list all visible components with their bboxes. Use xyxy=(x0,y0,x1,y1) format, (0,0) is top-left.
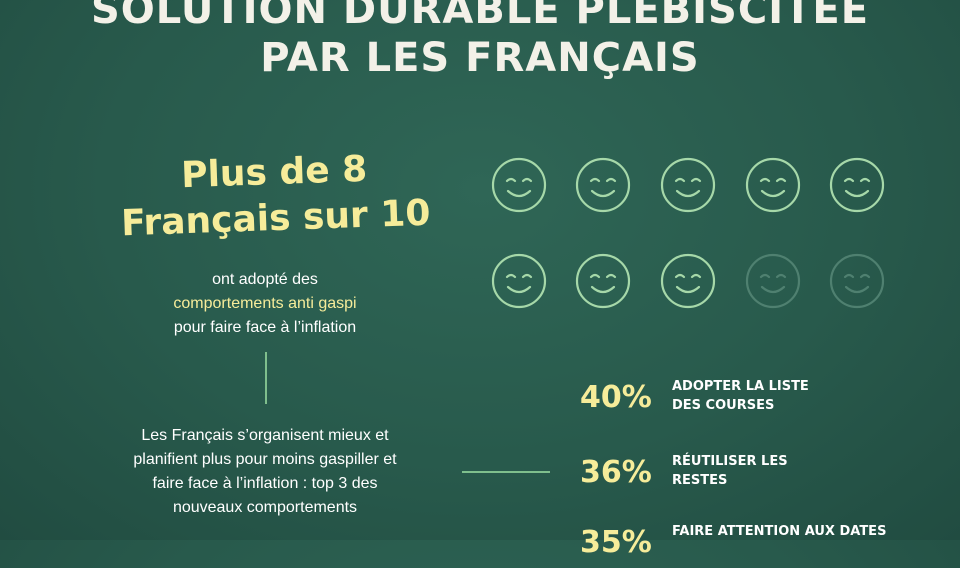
paragraph-line-2: planifient plus pour moins gaspiller et xyxy=(133,451,397,468)
smiley-face-icon xyxy=(744,156,802,214)
subtitle: ont adopté des comportements anti gaspi … xyxy=(90,268,440,340)
vertical-divider xyxy=(265,352,267,404)
description-paragraph: Les Français s’organisent mieux et plani… xyxy=(80,424,450,520)
smiley-face-icon xyxy=(490,156,548,214)
paragraph-line-4: nouveaux comportements xyxy=(172,499,358,516)
stat-label-line-2: DES COURSES xyxy=(672,398,775,413)
title-line-1: SOLUTION DURABLE PLÉBISCITÉE xyxy=(90,0,870,33)
stat-item: 40% ADOPTER LA LISTE DES COURSES xyxy=(580,373,960,423)
page-title: SOLUTION DURABLE PLÉBISCITÉE PAR LES FRA… xyxy=(0,0,960,82)
paragraph-line-3: faire face à l’inflation : top 3 des xyxy=(152,475,378,492)
smiley-face-icon xyxy=(828,252,886,310)
paragraph-line-1: Les Français s’organisent mieux et xyxy=(141,427,389,444)
horizontal-connector xyxy=(462,471,550,473)
smiley-face-icon xyxy=(659,156,717,214)
stat-value: 36% xyxy=(580,455,652,490)
smiley-face-icon xyxy=(574,156,632,214)
smiley-face-icon xyxy=(744,252,802,310)
smiley-face-icon xyxy=(490,252,548,310)
stat-item: 35% FAIRE ATTENTION AUX DATES xyxy=(580,518,960,568)
subtitle-line-1: ont adopté des xyxy=(212,271,318,288)
stat-label-line-1: RÉUTILISER LES xyxy=(672,454,788,469)
stat-label-line-1: ADOPTER LA LISTE xyxy=(672,379,809,394)
stat-item: 36% RÉUTILISER LES RESTES xyxy=(580,448,960,498)
smiley-face-icon xyxy=(574,252,632,310)
stat-label-line-1: FAIRE ATTENTION AUX DATES xyxy=(672,524,887,539)
title-line-2: PAR LES FRANÇAIS xyxy=(260,35,700,81)
stat-label: RÉUTILISER LES RESTES xyxy=(672,452,952,490)
smiley-face-icon xyxy=(828,156,886,214)
stat-value: 35% xyxy=(580,525,652,560)
subtitle-highlight: comportements anti gaspi xyxy=(173,295,357,312)
smiley-face-icon xyxy=(659,252,717,310)
subtitle-line-3: pour faire face à l’inflation xyxy=(173,319,357,336)
stat-label: ADOPTER LA LISTE DES COURSES xyxy=(672,377,952,415)
stat-label: FAIRE ATTENTION AUX DATES xyxy=(672,522,952,541)
headline: Plus de 8 Français sur 10 xyxy=(69,143,482,249)
stat-value: 40% xyxy=(580,380,652,415)
stat-label-line-2: RESTES xyxy=(672,473,728,488)
